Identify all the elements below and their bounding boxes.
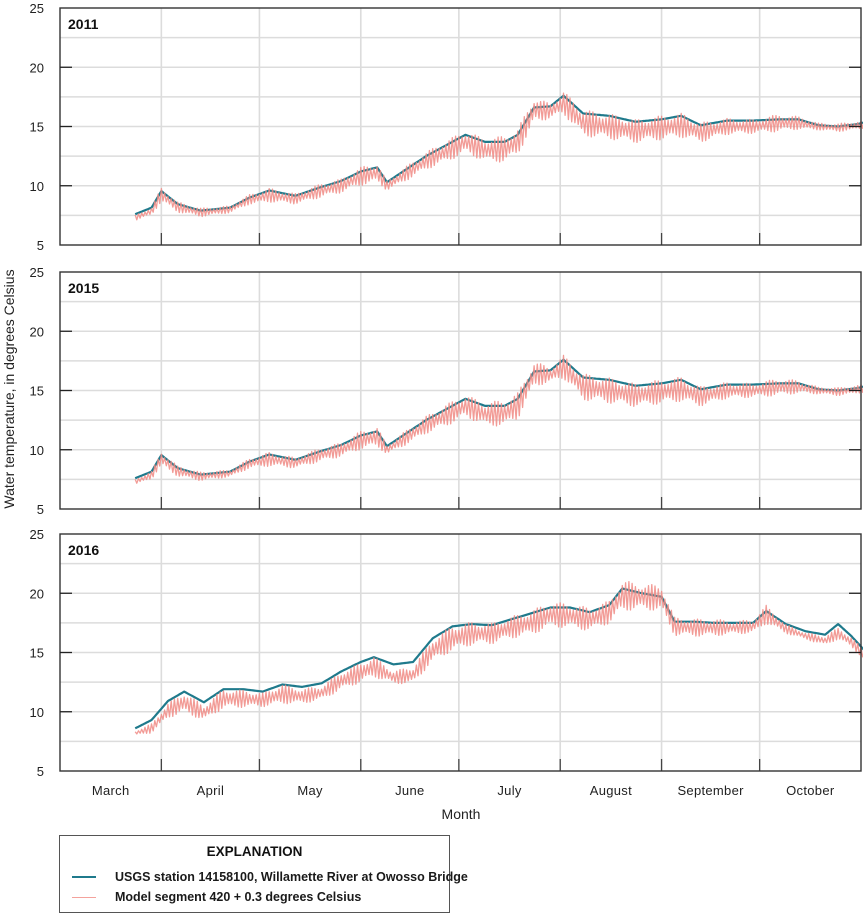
panel-2011: 5 10 15 20 25 2011 (30, 1, 863, 253)
y-tick-label: 25 (30, 527, 44, 542)
panel-2016: 5 10 15 20 25 2016 (30, 527, 863, 779)
series-observed-2016 (134, 587, 863, 730)
y-axis-title: Water temperature, in degrees Celsius (1, 269, 17, 508)
series-observed-2011 (134, 94, 863, 216)
series-model-2011 (134, 92, 863, 221)
legend-swatch-model (72, 896, 96, 898)
y-tick-label: 20 (30, 60, 44, 75)
y-tick-label: 15 (30, 384, 44, 399)
y-tick-label: 25 (30, 1, 44, 16)
y-tick-label: 10 (30, 179, 44, 194)
legend: EXPLANATION USGS station 14158100, Willa… (59, 835, 468, 913)
series-observed-2015 (134, 358, 863, 480)
panel-title: 2011 (68, 16, 99, 32)
y-tick-label: 25 (30, 265, 44, 280)
y-tick-label: 10 (30, 705, 44, 720)
legend-label-observed: USGS station 14158100, Willamette River … (115, 870, 468, 884)
panel-title: 2016 (68, 542, 99, 558)
x-tick-label: March (92, 783, 130, 798)
series-model-2016 (134, 581, 863, 735)
x-tick-label: May (297, 783, 323, 798)
y-tick-label: 20 (30, 324, 44, 339)
series-model-2015 (134, 354, 863, 484)
x-tick-label: April (197, 783, 225, 798)
y-tick-label: 15 (30, 646, 44, 661)
y-tick-label: 5 (37, 764, 44, 779)
legend-title: EXPLANATION (206, 844, 303, 859)
x-tick-label: September (677, 783, 744, 798)
x-axis-title: Month (442, 806, 481, 822)
x-tick-label: June (395, 783, 424, 798)
x-tick-label: August (590, 783, 632, 798)
x-tick-label: July (497, 783, 522, 798)
x-tick-label: October (786, 783, 835, 798)
legend-entry-model: Model segment 420 + 0.3 degrees Celsius (72, 890, 361, 904)
y-tick-label: 20 (30, 586, 44, 601)
legend-swatch-observed (72, 876, 96, 878)
y-tick-label: 10 (30, 443, 44, 458)
y-tick-label: 5 (37, 502, 44, 517)
legend-label-model: Model segment 420 + 0.3 degrees Celsius (115, 890, 362, 904)
panel-title: 2015 (68, 280, 99, 296)
legend-entry-observed: USGS station 14158100, Willamette River … (72, 870, 468, 884)
y-tick-label: 5 (37, 238, 44, 253)
panel-2015: 5 10 15 20 25 2015 (30, 265, 863, 517)
y-tick-label: 15 (30, 120, 44, 135)
